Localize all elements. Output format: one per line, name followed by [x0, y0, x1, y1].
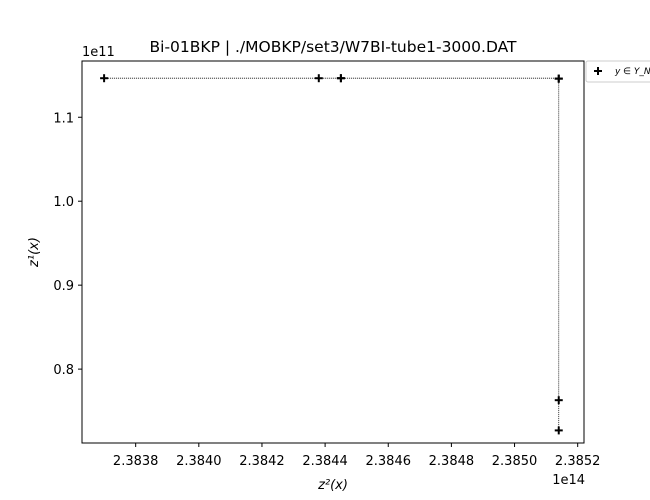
data-point	[554, 396, 563, 405]
data-points	[100, 74, 563, 435]
x-tick-label: 2.3840	[176, 454, 222, 469]
x-tick-label: 2.3852	[555, 454, 601, 469]
y-tick-label: 1.0	[53, 195, 74, 210]
data-point	[554, 426, 563, 435]
y-axis-label: z¹(x)	[27, 237, 42, 268]
x-tick-label: 2.3846	[366, 454, 412, 469]
y-offset-label: 1e11	[82, 45, 115, 60]
x-tick-label: 2.3844	[302, 454, 348, 469]
x-offset-label: 1e14	[552, 473, 585, 488]
legend-entry-label: y ∈ Y_N	[614, 67, 650, 77]
x-tick-label: 2.3838	[113, 454, 159, 469]
legend-marker-plus	[594, 67, 602, 75]
data-point	[336, 74, 345, 83]
legend-box	[585, 60, 650, 83]
y-tick-label: 1.1	[53, 111, 74, 126]
data-point	[314, 74, 323, 83]
x-tick-label: 2.3850	[492, 454, 538, 469]
legend: y ∈ Y_N	[585, 60, 650, 83]
data-point	[554, 74, 563, 83]
axis-ticks: 2.3838 2.3840 2.3842 2.3844 2.3846 2.3848 2.38…	[53, 111, 600, 469]
connector-lines	[104, 77, 560, 431]
x-axis-label: z²(x)	[317, 478, 348, 493]
chart-title: Bi-01BKP | ./MOBKP/set3/W7BI-tube1-3000.…	[150, 38, 517, 56]
y-tick-label: 0.9	[53, 279, 74, 294]
x-tick-label: 2.3842	[239, 454, 285, 469]
data-point	[100, 74, 109, 83]
x-tick-label: 2.3848	[429, 454, 475, 469]
plot-area-frame	[81, 60, 585, 444]
y-tick-label: 0.8	[53, 363, 74, 378]
legend-plus-marker	[594, 67, 602, 75]
